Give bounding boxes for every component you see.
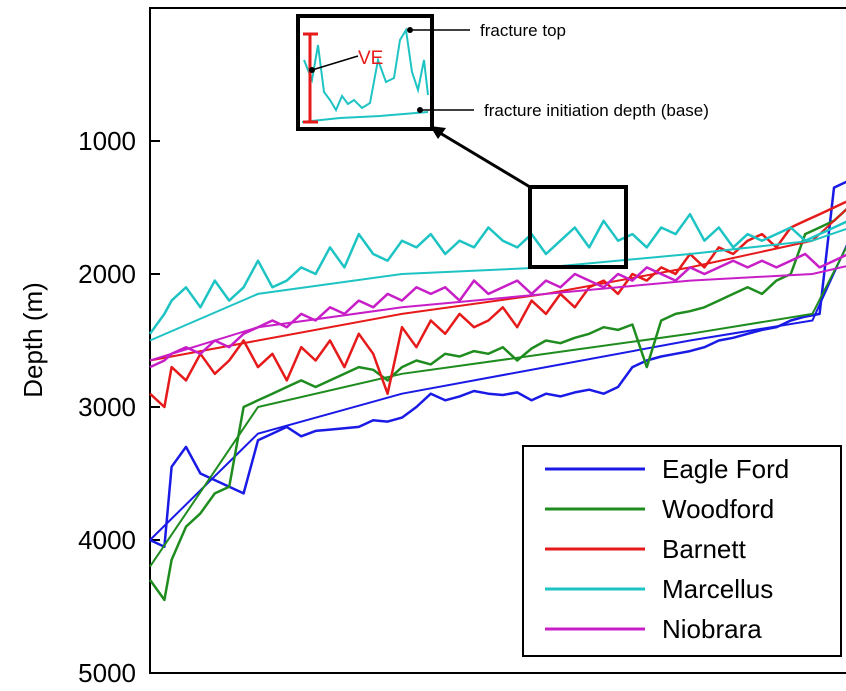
y-tick-label: 5000 (78, 658, 136, 688)
series-line-woodford (148, 208, 846, 602)
y-tick-label: 2000 (78, 259, 136, 289)
series-line-niobrara (149, 252, 846, 369)
series-base-line-woodford (149, 245, 846, 568)
legend-label-woodford: Woodford (662, 494, 774, 524)
legend-label-eagle-ford: Eagle Ford (662, 454, 789, 484)
fracture-top-label: fracture top (480, 21, 566, 40)
y-tick-label: 1000 (78, 126, 136, 156)
legend-box (522, 445, 842, 657)
series-line-marcellus (148, 212, 846, 335)
y-axis-title: Depth (m) (18, 282, 48, 398)
ve-label: VE (358, 48, 383, 69)
ve-leader-dot (309, 67, 315, 73)
inset-frame (296, 14, 434, 131)
series-line-eagle-ford (149, 180, 846, 548)
legend-label-niobrara: Niobrara (662, 614, 762, 644)
zoom-box (528, 185, 628, 269)
ve-leader (311, 55, 359, 71)
series-base-line-eagle-ford (149, 244, 846, 541)
legend-label-barnett: Barnett (662, 534, 747, 564)
y-tick-label: 4000 (78, 525, 136, 555)
y-tick-label: 3000 (78, 392, 136, 422)
series-line-barnett (149, 200, 846, 409)
y-axis: 1000 2000 3000 4000 5000 (78, 126, 160, 688)
series-base-line-niobrara (149, 265, 846, 362)
inset-arrow (434, 128, 531, 189)
fracture-base-label: fracture initiation depth (base) (484, 101, 709, 120)
legend-label-marcellus: Marcellus (662, 574, 773, 604)
inset: VE (296, 14, 474, 131)
inset-base-line (301, 111, 429, 123)
inset-fracture-top-line (303, 27, 429, 113)
legend: Eagle Ford Woodford Barnett Marcellus Niobra… (522, 445, 842, 657)
